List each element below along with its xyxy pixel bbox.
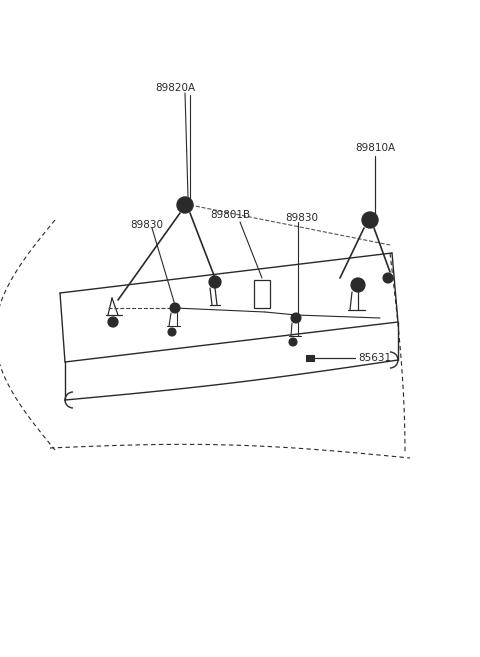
Circle shape: [289, 338, 297, 346]
Circle shape: [351, 278, 365, 292]
FancyBboxPatch shape: [306, 355, 314, 361]
Circle shape: [362, 212, 378, 228]
Circle shape: [177, 197, 193, 213]
Text: 89830: 89830: [130, 220, 163, 230]
Text: 85631: 85631: [358, 353, 391, 363]
Text: 89801B: 89801B: [210, 210, 250, 220]
Text: 89820A: 89820A: [155, 83, 195, 93]
Text: 89830: 89830: [285, 213, 318, 223]
Circle shape: [383, 273, 393, 283]
Circle shape: [168, 328, 176, 336]
Text: 89810A: 89810A: [355, 143, 395, 153]
Circle shape: [108, 317, 118, 327]
Circle shape: [209, 276, 221, 288]
Circle shape: [291, 313, 301, 323]
Circle shape: [170, 303, 180, 313]
